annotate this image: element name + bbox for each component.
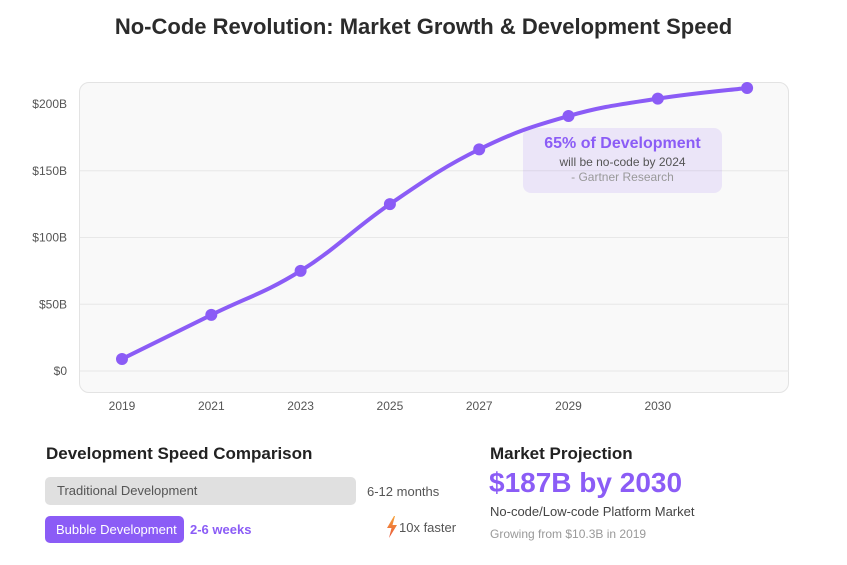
annotation-text: will be no-code by 2024 [559, 155, 686, 169]
lightning-icon [387, 516, 397, 538]
bubble-label: Bubble Development [56, 522, 177, 537]
data-point[interactable] [562, 110, 575, 123]
y-tick-label: $100B [32, 231, 67, 245]
traditional-time: 6-12 months [367, 484, 440, 499]
speed-heading: Development Speed Comparison [46, 444, 313, 463]
x-tick-label: 2021 [198, 399, 225, 413]
y-tick-label: $50B [39, 297, 67, 311]
y-tick-label: $0 [54, 364, 68, 378]
x-tick-label: 2030 [644, 399, 671, 413]
projection-note: Growing from $10.3B in 2019 [490, 527, 647, 541]
gridlines [80, 170, 789, 372]
x-tick-label: 2025 [377, 399, 404, 413]
data-point[interactable] [116, 352, 128, 365]
data-point[interactable] [205, 308, 218, 321]
bubble-bar: Bubble Development [45, 516, 184, 543]
y-tick-label: $150B [32, 164, 67, 178]
x-tick-label: 2023 [287, 399, 314, 413]
projection-heading: Market Projection [490, 444, 633, 463]
data-point[interactable] [383, 198, 396, 211]
y-axis-ticks: $0 $50B $100B $150B $200B [32, 97, 67, 378]
annotation-headline: 65% of Development [544, 135, 701, 152]
traditional-bar: Traditional Development [45, 477, 356, 505]
faster-label: 10x faster [399, 519, 457, 535]
line-chart: $0$50B$100B$150B$200B 2019 2021 2023 2025 20… [32, 81, 789, 413]
data-point[interactable] [651, 92, 664, 105]
projection-value: $187B by 2030 [489, 467, 683, 498]
chart-title: No-Code Revolution: Market Growth & Deve… [114, 14, 733, 39]
bubble-time: 2-6 weeks [190, 522, 252, 537]
projection-subtitle: No-code/Low-code Platform Market [490, 504, 695, 519]
faster-badge: 10x faster [386, 516, 456, 538]
data-point[interactable] [473, 143, 486, 156]
x-tick-label: 2029 [555, 399, 582, 413]
annotation-source: - Gartner Research [571, 170, 674, 184]
annotation-callout: 65% of Development will be no-code by 20… [523, 128, 722, 193]
series-line [120, 85, 750, 361]
series-market [116, 81, 754, 365]
x-tick-label: 2027 [466, 399, 493, 413]
traditional-label: Traditional Development [57, 483, 198, 498]
x-axis-ticks: 2019 2021 2023 2025 2027 2029 2030 [109, 399, 672, 413]
data-point[interactable] [294, 264, 307, 277]
y-tick-label: $200B [32, 97, 67, 111]
x-tick-label: 2019 [109, 399, 136, 413]
data-point[interactable] [741, 81, 754, 94]
